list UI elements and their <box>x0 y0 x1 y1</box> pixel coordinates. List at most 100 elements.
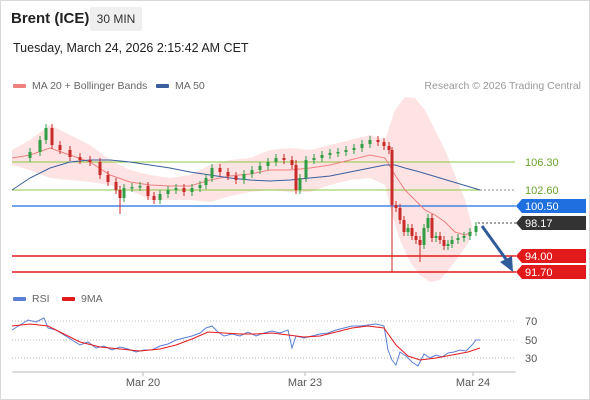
research-credit: Research © 2026 Trading Central <box>424 80 581 92</box>
price-label-pivot: 100.50 <box>525 201 559 213</box>
candle-body <box>442 240 446 246</box>
candle-body <box>352 148 356 150</box>
rsi-line <box>11 317 480 367</box>
candle-body <box>312 158 316 160</box>
ma50-swatch-icon <box>156 84 169 89</box>
candle-body <box>78 157 82 160</box>
legend-ma50: MA 50 <box>156 80 205 92</box>
candle-body <box>294 165 298 190</box>
candle-body <box>434 236 438 238</box>
price-label-s1: 94.00 <box>525 251 553 263</box>
candle-body <box>274 158 278 162</box>
candle-body <box>218 168 222 172</box>
candle-body <box>474 226 478 232</box>
candle-body <box>58 145 62 150</box>
legend-rsi-ma: 9MA <box>62 293 103 305</box>
candle-body <box>158 194 162 200</box>
legend-ma20-label: MA 20 + Bollinger Bands <box>32 80 148 92</box>
candle-body <box>98 162 102 175</box>
candle-body <box>462 236 466 238</box>
last-price-tag <box>516 216 586 230</box>
candle-body <box>298 178 302 190</box>
legend-ma20: MA 20 + Bollinger Bands <box>13 80 147 92</box>
candle-body <box>398 208 402 220</box>
candlestick-series <box>28 124 478 272</box>
candle-body <box>106 175 110 182</box>
chart-datetime: Tuesday, March 24, 2026 2:15:42 AM CET <box>13 41 249 55</box>
candle-body <box>226 172 230 176</box>
candle-body <box>282 158 286 160</box>
candle-body <box>382 142 386 146</box>
candle-body <box>344 150 348 152</box>
candle-body <box>394 205 398 208</box>
candle-body <box>44 128 48 140</box>
candle-body <box>430 218 434 238</box>
legend-rsi-label: RSI <box>32 293 50 305</box>
projection-arrow <box>480 225 510 263</box>
ma20-line <box>11 147 473 236</box>
candle-body <box>304 160 308 178</box>
candle-body <box>50 128 54 145</box>
arrow-head-icon <box>500 256 513 272</box>
candle-body <box>152 196 156 200</box>
candle-body <box>28 152 32 158</box>
candle-body <box>234 176 238 180</box>
candle-body <box>376 140 380 142</box>
instrument-title: Brent (ICE) <box>11 10 90 27</box>
x-axis-label-mar23: Mar 23 <box>288 377 322 389</box>
rsi-axis-50: 50 <box>525 335 537 347</box>
candle-body <box>130 187 134 189</box>
legend-rsi-ma-label: 9MA <box>81 293 103 305</box>
candle-body <box>414 236 418 240</box>
candle-body <box>422 228 426 245</box>
candle-body <box>418 240 422 245</box>
rsi-ma-swatch-icon <box>62 297 75 302</box>
candle-body <box>468 232 472 236</box>
candle-body <box>210 168 214 178</box>
x-axis-label-mar24: Mar 24 <box>456 377 490 389</box>
rsi-axis-70: 70 <box>525 316 537 328</box>
candle-body <box>182 188 186 192</box>
candle-body <box>38 140 42 152</box>
rsi-ma-line <box>11 323 481 361</box>
candle-body <box>198 185 202 188</box>
price-label-r1: 102.60 <box>525 185 559 197</box>
candle-body <box>390 150 394 205</box>
candle-body <box>446 244 450 246</box>
candle-body <box>250 170 254 174</box>
candle-body <box>114 182 118 190</box>
candle-body <box>174 188 178 190</box>
candle-body <box>166 190 170 194</box>
candle-body <box>402 220 406 232</box>
candle-body <box>406 228 410 232</box>
price-label-s2: 91.70 <box>525 267 553 279</box>
candle-body <box>320 155 324 158</box>
rsi-swatch-icon <box>13 297 26 302</box>
price-label-r2: 106.30 <box>525 157 559 169</box>
candle-body <box>138 186 142 188</box>
candle-body <box>118 190 122 198</box>
candle-body <box>266 162 270 166</box>
price-label-last: 98.17 <box>525 218 553 230</box>
candle-body <box>336 152 340 154</box>
timeframe-button[interactable]: 30 MIN <box>90 7 142 31</box>
legend-ma50-label: MA 50 <box>175 80 205 92</box>
candle-body <box>387 146 391 150</box>
candle-body <box>438 236 442 240</box>
candle-body <box>68 150 72 157</box>
candle-body <box>450 240 454 244</box>
candle-body <box>328 153 332 155</box>
ma20-swatch-icon <box>13 84 26 89</box>
candle-body <box>410 228 414 236</box>
candle-body <box>190 188 194 192</box>
candle-body <box>242 174 246 180</box>
support-tag-2 <box>516 265 586 279</box>
candle-body <box>88 160 92 162</box>
rsi-axis-30: 30 <box>525 353 537 365</box>
candle-body <box>204 178 208 185</box>
support-tag-1 <box>516 249 586 263</box>
candle-body <box>360 144 364 148</box>
pivot-tag <box>516 199 586 213</box>
candle-body <box>290 160 294 165</box>
